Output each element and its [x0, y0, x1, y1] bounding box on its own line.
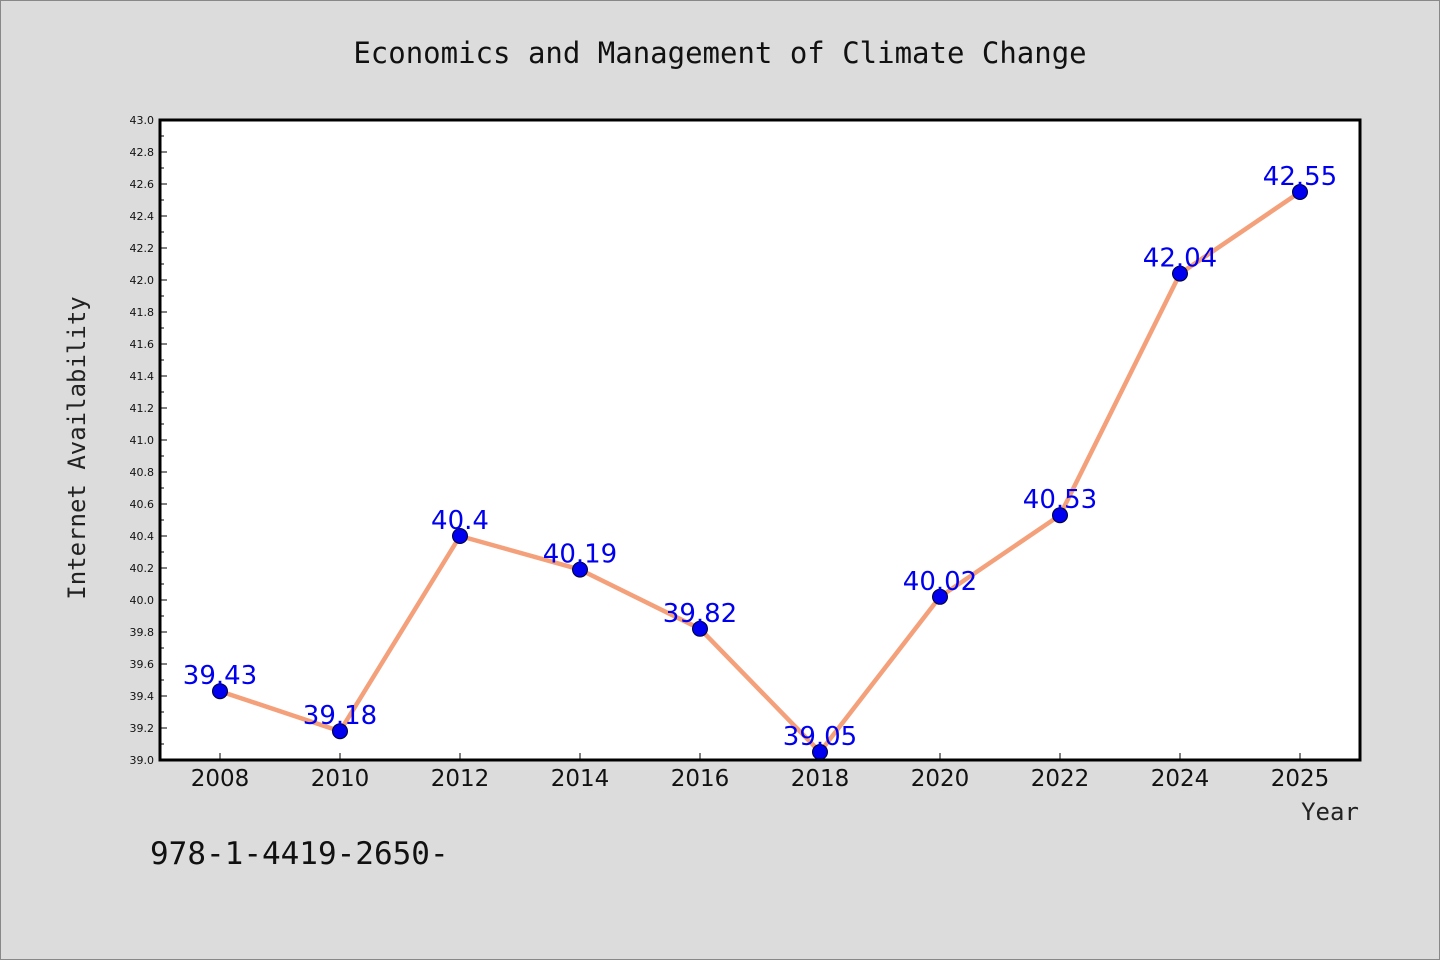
x-tick-label: 2016	[671, 766, 730, 792]
data-label: 42.55	[1263, 162, 1337, 192]
isbn-footnote: 978-1-4419-2650-	[150, 836, 449, 872]
data-label: 39.05	[783, 722, 857, 752]
data-point	[1052, 507, 1068, 524]
data-point	[452, 528, 468, 544]
data-labels: 39.43 39.18 40.4 40.19 39.82 39.05 40.02 40.53 4…	[183, 162, 1337, 752]
data-point	[1172, 265, 1188, 282]
x-tick-label: 2024	[1151, 766, 1210, 792]
series-line-group	[219, 190, 1302, 755]
y-tick-label: 40.4	[130, 530, 155, 543]
y-tick-label: 42.4	[130, 210, 155, 223]
y-tick-label: 41.6	[130, 338, 155, 351]
data-point	[212, 683, 228, 700]
series-line	[219, 190, 1302, 755]
y-tick-label: 41.4	[130, 370, 155, 383]
plot-area	[160, 120, 1360, 760]
y-tick-label: 39.6	[130, 658, 155, 671]
y-tick-label: 41.8	[130, 306, 155, 319]
data-label: 39.43	[183, 661, 257, 691]
y-tick-label: 43.0	[130, 114, 155, 127]
data-label: 42.04	[1143, 244, 1217, 274]
chart-title: Economics and Management of Climate Chan…	[353, 36, 1086, 70]
data-points	[212, 184, 1308, 760]
data-label: 39.82	[663, 599, 737, 629]
data-label: 40.02	[903, 567, 977, 597]
x-tick-label: 2010	[311, 766, 370, 792]
x-tick-label: 2008	[191, 766, 250, 792]
y-tick-label: 40.0	[130, 594, 155, 607]
x-tick-label: 2012	[431, 766, 490, 792]
y-tick-label: 41.2	[130, 402, 155, 415]
data-label: 40.19	[543, 540, 617, 570]
data-point	[932, 588, 948, 605]
y-tick-label: 39.4	[130, 690, 155, 703]
x-tick-label: 2014	[551, 766, 610, 792]
data-point	[332, 723, 348, 740]
plot-frame	[158, 118, 1362, 762]
y-tick-label: 40.6	[130, 498, 155, 511]
x-axis-label: Year	[1301, 798, 1359, 826]
y-tick-label: 39.8	[130, 626, 155, 639]
y-tick-label: 39.0	[130, 754, 155, 767]
data-label: 40.53	[1023, 485, 1097, 515]
x-tick-label: 2020	[911, 766, 970, 792]
y-tick-label: 39.2	[130, 722, 155, 735]
data-label: 39.18	[303, 701, 377, 731]
y-tick-label: 42.6	[130, 178, 155, 191]
x-tick-label: 2018	[791, 766, 850, 792]
data-point	[692, 620, 708, 637]
y-tick-label: 42.0	[130, 274, 155, 287]
data-point	[572, 561, 588, 578]
y-tick-label: 40.2	[130, 562, 155, 575]
x-axis-ticks: 2008 2010 2012 2014 2016 2018 2020 2022 2024 2025	[191, 753, 1330, 792]
y-tick-label: 41.0	[130, 434, 155, 447]
y-axis-label: Internet Availability	[63, 296, 91, 599]
y-tick-label: 42.8	[130, 146, 155, 159]
x-tick-label: 2022	[1031, 766, 1090, 792]
data-point	[1292, 184, 1308, 200]
x-tick-label: 2025	[1271, 766, 1330, 792]
y-tick-label: 40.8	[130, 466, 155, 479]
y-tick-label: 42.2	[130, 242, 155, 255]
data-label: 40.4	[431, 506, 489, 536]
